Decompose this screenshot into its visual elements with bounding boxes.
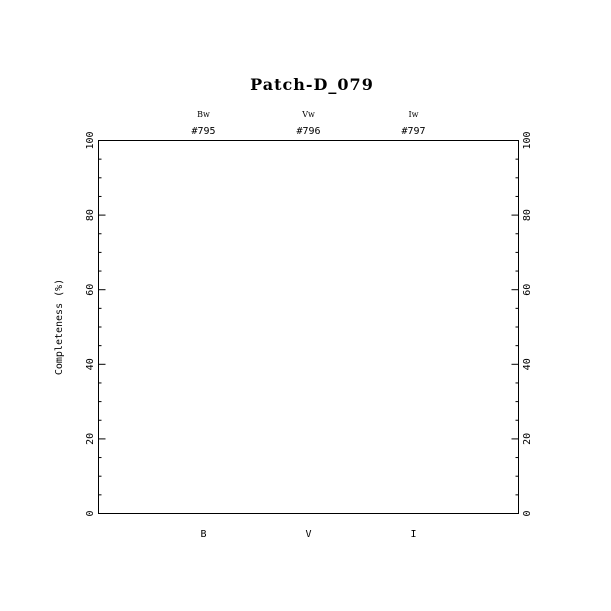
- y-axis-label: Completeness (%): [54, 279, 65, 375]
- filter-label: Vw: [301, 110, 315, 119]
- y-tick-label-right: 20: [522, 433, 533, 445]
- filter-label: Iw: [408, 110, 418, 119]
- x-category-label: I: [410, 529, 416, 540]
- y-tick-label-left: 100: [85, 131, 96, 149]
- y-tick-label-left: 40: [85, 358, 96, 370]
- y-tick-label-right: 0: [522, 510, 533, 516]
- y-tick-label-right: 80: [522, 209, 533, 221]
- filter-label: Bw: [197, 110, 210, 119]
- y-tick-label-right: 100: [522, 131, 533, 149]
- chart-title: Patch-D_079: [250, 75, 374, 94]
- plot-frame: [98, 140, 519, 514]
- y-tick-label-right: 40: [522, 358, 533, 370]
- y-tick-label-right: 60: [522, 284, 533, 296]
- frame-id-label: #795: [191, 126, 215, 137]
- y-tick-label-left: 60: [85, 284, 96, 296]
- y-tick-label-left: 20: [85, 433, 96, 445]
- frame-id-label: #797: [401, 126, 425, 137]
- frame-id-label: #796: [296, 126, 320, 137]
- x-category-label: B: [200, 529, 206, 540]
- y-tick-label-left: 0: [85, 510, 96, 516]
- x-category-label: V: [305, 529, 311, 540]
- y-tick-label-left: 80: [85, 209, 96, 221]
